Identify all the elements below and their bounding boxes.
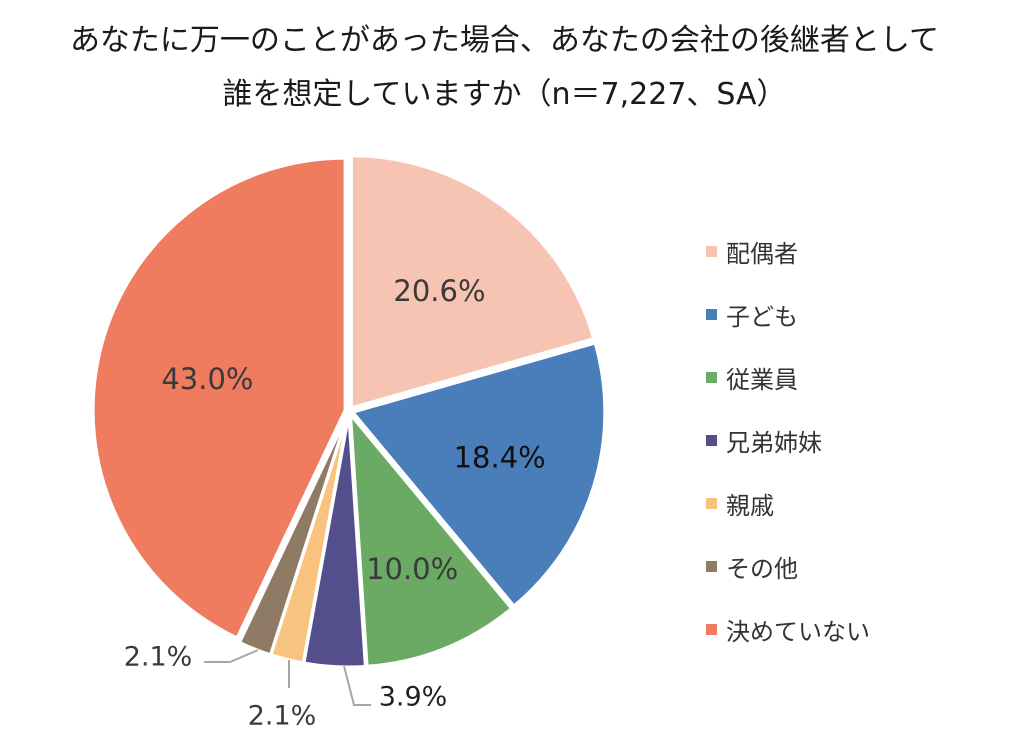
legend-label: 配偶者 <box>726 240 798 268</box>
chart-title-line-2: 誰を想定していますか（n＝7,227、SA） <box>222 77 787 112</box>
legend-swatch <box>706 624 717 635</box>
legend-item: その他 <box>706 535 870 598</box>
slice-1-wedge <box>349 154 596 410</box>
legend: 配偶者子ども従業員兄弟姉妹親戚その他決めていない <box>706 220 870 661</box>
chart-title: あなたに万一のことがあった場合、あなたの会社の後継者として 誰を想定していますか… <box>0 14 1009 122</box>
legend-swatch <box>706 498 717 509</box>
legend-label: 子ども <box>726 303 798 331</box>
slice-3-data-label: 10.0% <box>366 552 458 586</box>
legend-label: 親戚 <box>726 492 774 520</box>
slice-6-data-label: 2.1% <box>124 642 193 673</box>
slice-7-wedge <box>91 156 347 640</box>
legend-swatch <box>706 372 717 383</box>
slice-3-wedge <box>348 410 514 668</box>
legend-label: その他 <box>726 555 798 583</box>
legend-label: 兄弟姉妹 <box>726 429 822 457</box>
legend-item: 親戚 <box>706 472 870 535</box>
slice-5-data-label: 2.1% <box>248 701 317 732</box>
legend-item: 配偶者 <box>706 220 870 283</box>
legend-item: 兄弟姉妹 <box>706 409 870 472</box>
slice-4-data-label: 3.9% <box>379 682 448 713</box>
legend-item: 従業員 <box>706 346 870 409</box>
slice-4-leader-line <box>343 665 371 706</box>
legend-item: 子ども <box>706 283 870 346</box>
legend-swatch <box>706 309 717 320</box>
legend-swatch <box>706 246 717 257</box>
legend-item: 決めていない <box>706 598 870 661</box>
legend-swatch <box>706 561 717 572</box>
slice-1-data-label: 20.6% <box>393 274 485 308</box>
legend-swatch <box>706 435 717 446</box>
slice-7-data-label: 43.0% <box>161 362 253 396</box>
slice-2-wedge <box>350 341 607 609</box>
slice-6-leader-line <box>204 649 259 663</box>
legend-label: 決めていない <box>726 618 870 646</box>
chart-title-line-1: あなたに万一のことがあった場合、あなたの会社の後継者として <box>69 23 940 58</box>
slice-6-wedge <box>237 414 349 657</box>
legend-label: 従業員 <box>726 366 798 394</box>
slice-2-data-label: 18.4% <box>454 441 546 475</box>
